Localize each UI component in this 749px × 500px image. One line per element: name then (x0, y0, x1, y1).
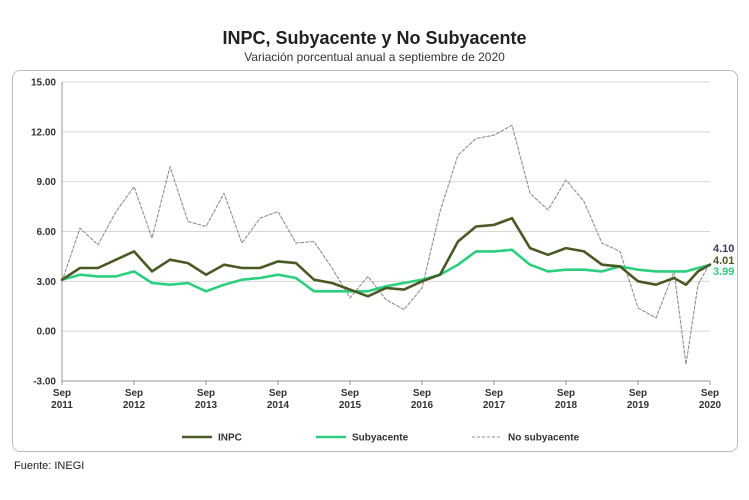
chart-frame (12, 70, 738, 452)
series-line-inpc (60, 216, 712, 298)
y-tick-label: 15.00 (31, 78, 56, 89)
x-tick-label: 2013 (195, 400, 218, 411)
y-tick-label: 9.00 (37, 177, 57, 188)
chart-subtitle: Variación porcentual anual a septiembre … (244, 50, 505, 64)
x-tick-label: Sep (701, 388, 719, 399)
chart-title: INPC, Subyacente y No Subyacente (222, 28, 527, 48)
source-note: Fuente: INEGI (14, 460, 85, 472)
x-tick-label: 2016 (411, 400, 434, 411)
end-value-label: 3.99 (713, 266, 734, 278)
x-tick-label: 2012 (123, 400, 146, 411)
x-tick-label: Sep (125, 388, 143, 399)
y-tick-label: -3.00 (33, 377, 56, 388)
series-line-subyacente (60, 248, 712, 293)
x-tick-label: Sep (629, 388, 647, 399)
end-value-label: 4.01 (713, 255, 734, 267)
x-tick-label: Sep (53, 388, 71, 399)
y-tick-label: 0.00 (37, 327, 57, 338)
x-tick-label: Sep (557, 388, 575, 399)
x-tick-label: 2019 (627, 400, 650, 411)
end-value-label: 4.10 (713, 243, 734, 255)
y-tick-label: 3.00 (37, 277, 57, 288)
legend-label: INPC (218, 433, 242, 444)
x-tick-label: 2014 (267, 400, 290, 411)
legend-label: No subyacente (508, 433, 580, 444)
x-tick-label: 2017 (483, 400, 506, 411)
x-tick-label: Sep (269, 388, 287, 399)
legend-label: Subyacente (352, 433, 409, 444)
y-tick-label: 6.00 (37, 227, 57, 238)
x-tick-label: 2020 (699, 400, 722, 411)
x-tick-label: Sep (341, 388, 359, 399)
x-tick-label: Sep (197, 388, 215, 399)
series-line-no-subyacente (61, 124, 711, 365)
y-tick-label: 12.00 (31, 127, 56, 138)
x-tick-label: Sep (485, 388, 503, 399)
x-tick-label: 2015 (339, 400, 362, 411)
x-tick-label: Sep (413, 388, 431, 399)
x-tick-label: 2011 (51, 400, 73, 411)
x-tick-label: 2018 (555, 400, 578, 411)
